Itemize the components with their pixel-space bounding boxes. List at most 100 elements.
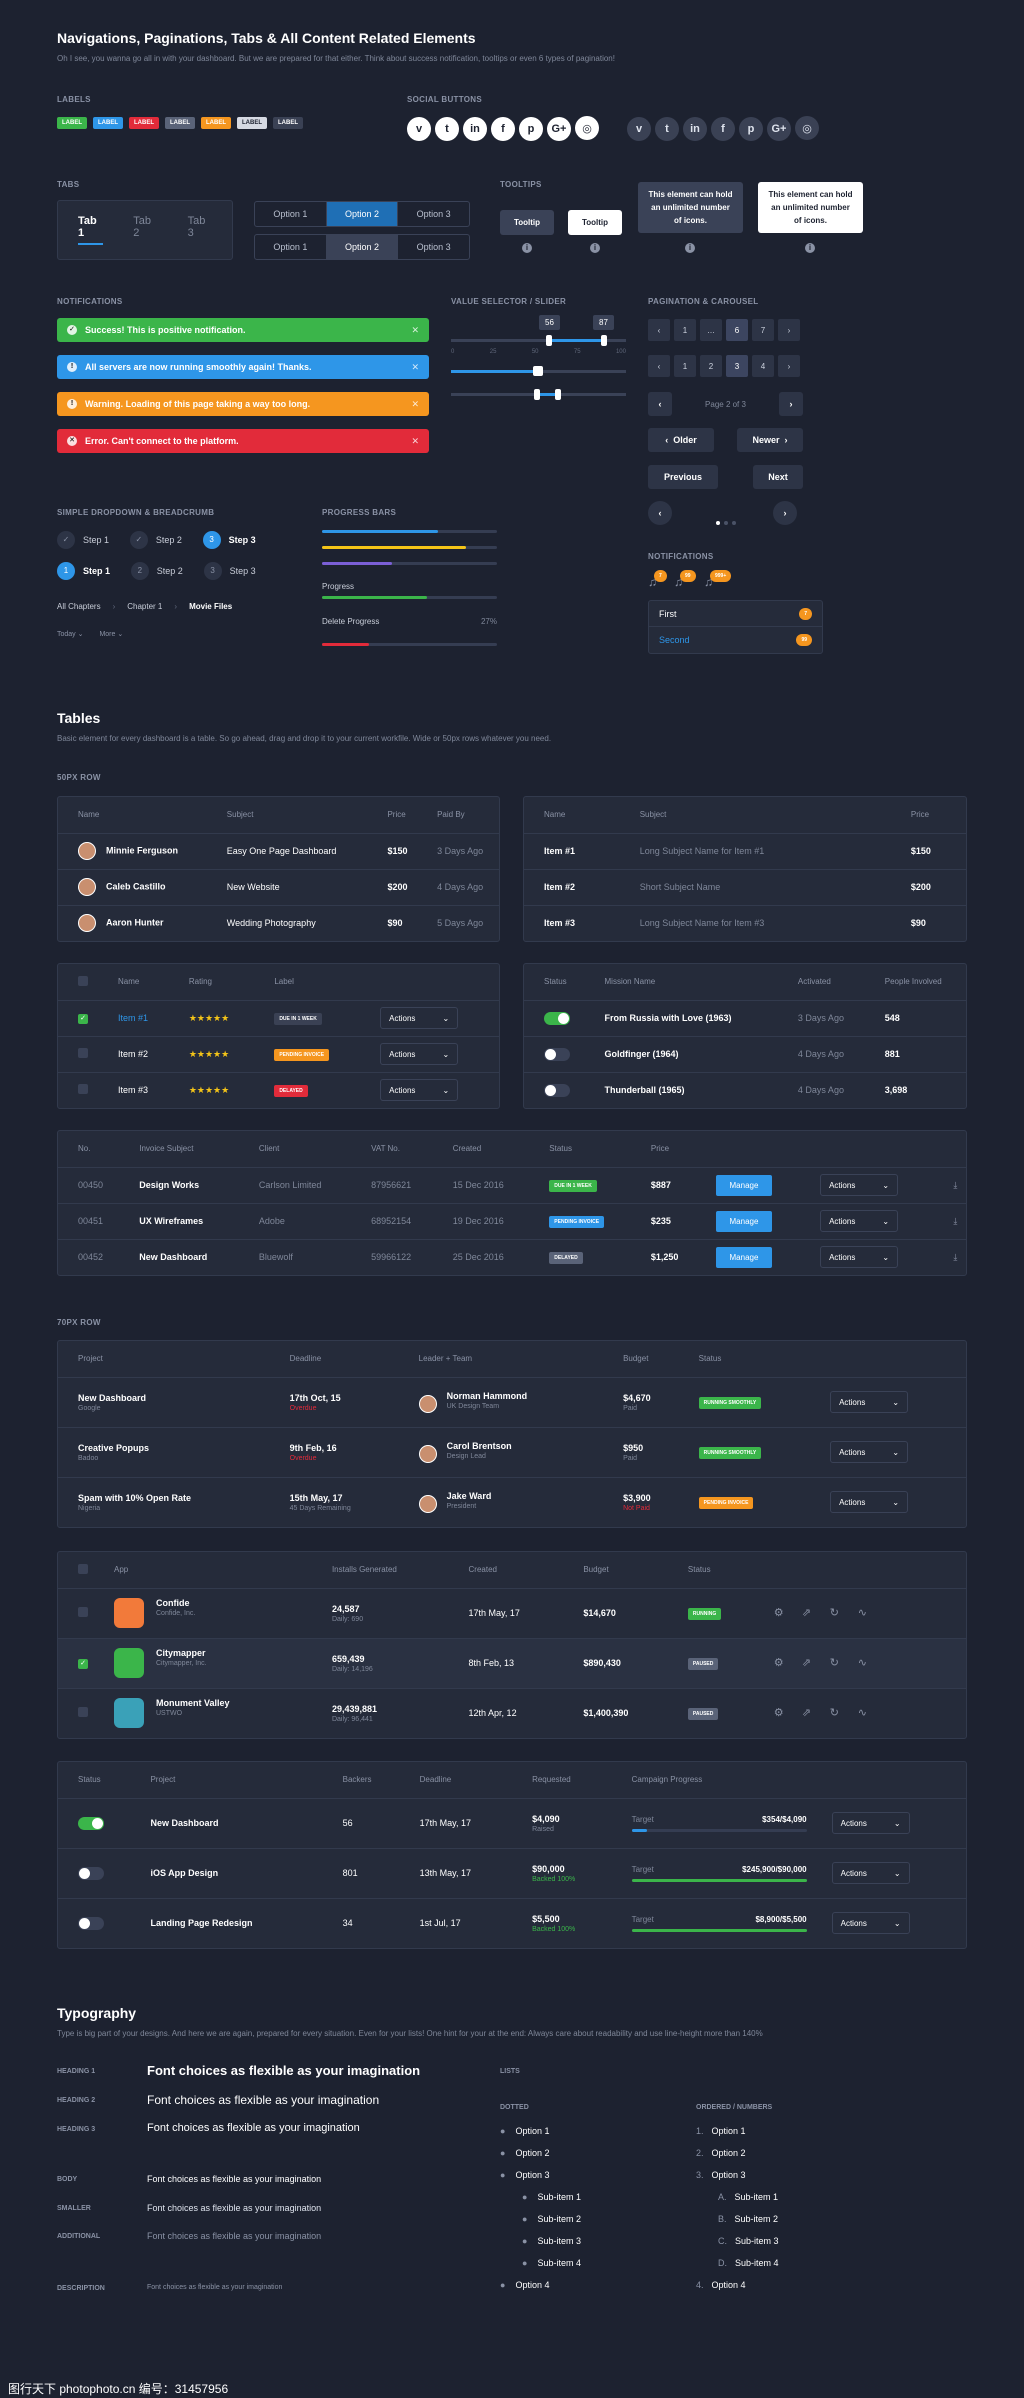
table-row[interactable]: Goldfinger (1964) 4 Days Ago 881 (524, 1036, 966, 1073)
refresh-icon[interactable]: ↻ (829, 1707, 839, 1720)
page-link[interactable]: … (700, 319, 722, 341)
info-icon[interactable]: i (685, 243, 695, 253)
bell-icon[interactable]: ♫ (674, 575, 683, 589)
linkedin-icon[interactable]: in (463, 116, 487, 141)
page-link[interactable]: 4 (752, 355, 774, 377)
table-row[interactable]: Confide Confide, Inc. 24,587 Daily: 690 17th… (58, 1588, 966, 1639)
step-3[interactable]: 3 Step 3 (203, 562, 256, 580)
column-header[interactable]: Price (890, 797, 966, 834)
column-header[interactable]: Requested (512, 1762, 612, 1799)
actions-dropdown[interactable]: Actions ⌄ (830, 1441, 909, 1463)
share-icon[interactable]: ⇗ (801, 1707, 811, 1720)
actions-dropdown[interactable]: Actions ⌄ (831, 1912, 910, 1935)
older-button[interactable]: ‹ Older (648, 428, 714, 452)
status-toggle[interactable] (544, 1083, 570, 1097)
column-header[interactable]: Status (667, 1552, 754, 1589)
column-header[interactable]: Status (678, 1341, 811, 1378)
status-toggle[interactable] (78, 1916, 104, 1930)
table-row[interactable]: Monument Valley USTWO 29,439,881 Daily: 96,… (58, 1688, 966, 1738)
actions-dropdown[interactable]: Actions ⌄ (831, 1862, 910, 1884)
google-plus-icon[interactable]: G+ (767, 116, 791, 141)
column-header[interactable]: No. (58, 1131, 120, 1168)
table-row[interactable]: 00452 New Dashboard Bluewolf 59966122 25 Dec… (58, 1239, 966, 1275)
pinterest-icon[interactable]: p (739, 116, 763, 141)
row-checkbox[interactable] (78, 1048, 88, 1058)
column-header[interactable]: Budget (563, 1552, 668, 1589)
table-row[interactable]: Thunderball (1965) 4 Days Ago 3,698 (524, 1072, 966, 1108)
dropdown-more[interactable]: More ⌄ (99, 631, 124, 638)
column-header[interactable]: Rating (168, 964, 255, 1001)
table-row[interactable]: Aaron Hunter Wedding Photography $90 5 Days… (58, 905, 499, 941)
table-row[interactable]: Creative Popups Badoo 9th Feb, 16 Overdue Ca… (58, 1427, 966, 1478)
range-slider-handle[interactable] (534, 389, 540, 400)
column-header[interactable]: Paid By (417, 797, 499, 834)
table-row[interactable]: Minnie Ferguson Easy One Page Dashboard $1… (58, 833, 499, 870)
facebook-icon[interactable]: f (711, 116, 735, 141)
step-1[interactable]: 1 Step 1 (57, 562, 110, 580)
status-toggle[interactable] (78, 1866, 104, 1880)
column-header[interactable]: Name (524, 797, 620, 834)
column-header[interactable]: Name (58, 797, 207, 834)
close-icon[interactable]: ✕ (411, 435, 419, 446)
range-slider-handle[interactable] (546, 335, 552, 346)
table-row[interactable]: New Dashboard 56 17th May, 17 $4,090 Raised T… (58, 1798, 966, 1849)
row-checkbox[interactable] (78, 1707, 88, 1718)
table-row[interactable]: iOS App Design 801 13th May, 17 $90,000 Back… (58, 1848, 966, 1899)
table-row[interactable]: Item #3 ★★★★★ DELAYED Actions ⌄ (58, 1072, 499, 1108)
pinterest-icon[interactable]: p (519, 116, 543, 141)
table-row[interactable]: ✓ Citymapper Citymapper, Inc. 659,439 Daily:… (58, 1638, 966, 1689)
table-row[interactable]: ✓ Item #1 ★★★★★ DUE IN 1 WEEK Actions ⌄ (58, 1000, 499, 1037)
actions-dropdown[interactable]: Actions ⌄ (830, 1391, 909, 1413)
rating-stars[interactable]: ★★★★★ (168, 1000, 255, 1037)
bell-icon[interactable]: ♫ (648, 575, 657, 589)
actions-dropdown[interactable]: Actions ⌄ (831, 1812, 910, 1834)
manage-button[interactable]: Manage (715, 1246, 773, 1268)
linkedin-icon[interactable]: in (683, 116, 707, 141)
settings-icon[interactable]: ⚙ (773, 1707, 784, 1720)
next-page-button[interactable]: › (778, 392, 803, 416)
table-row[interactable]: Item #2 Short Subject Name $200 (524, 869, 966, 906)
actions-dropdown[interactable]: Actions ⌄ (820, 1174, 899, 1196)
twitter-icon[interactable]: t (435, 116, 459, 141)
page-link[interactable]: ‹ (648, 355, 670, 377)
actions-dropdown[interactable]: Actions ⌄ (820, 1210, 899, 1232)
status-toggle[interactable] (544, 1047, 570, 1061)
column-header[interactable]: Leader + Team (398, 1341, 604, 1378)
page-link[interactable]: ‹ (648, 319, 670, 341)
select-all-checkbox[interactable] (78, 975, 88, 986)
range-slider-handle[interactable] (601, 335, 607, 346)
step-2[interactable]: ✓ Step 2 (129, 531, 182, 549)
column-header[interactable]: Budget (603, 1341, 679, 1378)
column-header[interactable]: Invoice Subject (119, 1131, 239, 1168)
column-header[interactable]: Created (448, 1552, 564, 1589)
step-2[interactable]: 2 Step 2 (130, 562, 183, 580)
slider-handle[interactable] (533, 366, 543, 376)
next-button[interactable]: Next (753, 465, 803, 489)
bell-icon[interactable]: ♫ (704, 575, 713, 589)
vimeo-icon[interactable]: v (407, 116, 431, 141)
select-all-checkbox[interactable] (78, 1563, 88, 1574)
row-checkbox[interactable]: ✓ (78, 1014, 88, 1024)
seg2-option-3[interactable]: Option 3 (416, 242, 451, 252)
column-header[interactable]: Subject (206, 797, 368, 834)
step-1[interactable]: ✓ Step 1 (57, 531, 109, 549)
instagram-icon[interactable]: ◎ (795, 116, 819, 140)
table-row[interactable]: Item #1 Long Subject Name for Item #1 $150 (524, 833, 966, 870)
column-header[interactable]: App (94, 1552, 312, 1589)
instagram-icon[interactable]: ◎ (575, 116, 599, 140)
activity-icon[interactable]: ∿ (857, 1707, 867, 1720)
share-icon[interactable]: ⇗ (801, 1607, 811, 1619)
refresh-icon[interactable]: ↻ (829, 1607, 839, 1619)
column-header[interactable]: Activated (777, 964, 865, 1001)
breadcrumb-item[interactable]: Chapter 1 (127, 602, 163, 611)
page-link[interactable]: 2 (700, 355, 722, 377)
column-header[interactable]: Mission Name (584, 964, 778, 1001)
info-icon[interactable]: i (522, 243, 532, 253)
carousel-next-icon[interactable]: › (773, 501, 797, 525)
column-header[interactable]: Price (630, 1131, 696, 1168)
column-header[interactable]: Deadline (399, 1762, 513, 1799)
column-header[interactable]: Project (58, 1341, 270, 1378)
page-link[interactable]: 6 (726, 319, 748, 341)
column-header[interactable]: People Involved (864, 964, 966, 1001)
twitter-icon[interactable]: t (655, 116, 679, 141)
